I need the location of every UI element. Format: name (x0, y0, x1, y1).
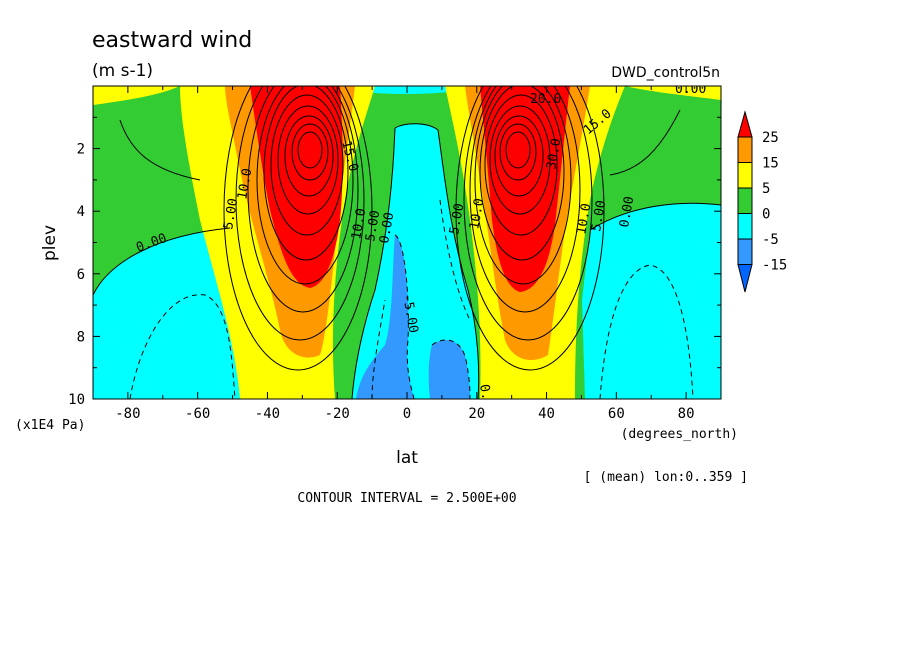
mean-note: [ (mean) lon:0..359 ] (584, 470, 748, 485)
x-tick-label: -80 (115, 406, 140, 422)
north-polar-negative (582, 203, 721, 399)
y-axis-label: plev (40, 225, 60, 261)
x-tick-label: -40 (255, 406, 280, 422)
contour-label: 5.00 (221, 197, 241, 230)
contour-label: 5.00 (363, 209, 383, 242)
contour-field: 0.00 5.00 10.0 15.0 10.0 5.00 0.00 -5.00… (93, 82, 721, 416)
contour-label: 0.00 (476, 383, 496, 416)
contour-label: 20.0 (530, 92, 561, 107)
chart-title: eastward wind (92, 28, 252, 53)
y-tick-label: 6 (77, 267, 85, 283)
contour-label: 0.00 (617, 195, 637, 228)
x-axis: -80 -60 -40 -20 0 20 40 60 80 (92, 86, 722, 422)
contour-label: 10.0 (235, 167, 255, 200)
colorbar: 25 15 5 0 -5 -15 (737, 110, 787, 293)
y-tick-label: 4 (77, 204, 85, 220)
chart-units: (m s-1) (92, 61, 153, 81)
y-tick-label: 8 (77, 329, 85, 345)
y-tick-label: 2 (77, 142, 85, 158)
colorbar-label: 0 (762, 207, 770, 223)
colorbar-band (737, 238, 753, 265)
dataset-label: DWD_control5n (611, 65, 720, 81)
x-units: (degrees_north) (621, 427, 738, 442)
contour-lines (93, 86, 721, 399)
x-tick-label: -60 (185, 406, 210, 422)
contour-label: 30.0 (544, 137, 564, 170)
colorbar-label: 25 (762, 130, 779, 146)
contour-label: 10.0 (467, 197, 487, 230)
colorbar-band (737, 213, 753, 240)
y-units: (x1E4 Pa) (15, 418, 85, 433)
contour-label: 10.0 (574, 202, 594, 235)
y-axis: 2 4 6 8 10 (68, 85, 721, 408)
contour-interval: CONTOUR INTERVAL = 2.500E+00 (297, 491, 516, 506)
x-axis-label: lat (396, 448, 418, 468)
negative-contours (129, 199, 694, 399)
equatorial-strong-negative-right (428, 340, 470, 399)
colorbar-band (737, 136, 753, 163)
x-tick-label: 0 (403, 406, 411, 422)
x-tick-label: 40 (538, 406, 555, 422)
colorbar-band (737, 162, 753, 189)
equatorial-negative (352, 123, 479, 399)
x-tick-label: 80 (678, 406, 695, 422)
colorbar-label: 15 (762, 156, 779, 172)
contour-label: -5.00 (399, 293, 421, 334)
colorbar-label: -15 (762, 258, 787, 274)
south-jet-core (250, 86, 343, 288)
x-tick-label: 20 (468, 406, 485, 422)
equatorial-strong-negative-left (356, 235, 414, 399)
contour-label: 10.0 (349, 207, 369, 240)
y-tick-label: 10 (68, 392, 85, 408)
contour-label: 0.00 (377, 211, 397, 244)
contour-label: 5.00 (589, 199, 609, 232)
contour-label: 5.00 (447, 202, 467, 235)
x-tick-label: -20 (325, 406, 350, 422)
colorbar-band (737, 110, 753, 138)
contour-label: 0.00 (675, 82, 706, 97)
colorbar-label: -5 (762, 232, 779, 248)
colorbar-band (737, 264, 753, 293)
colorbar-label: 5 (762, 181, 770, 197)
colorbar-band (737, 187, 753, 214)
x-tick-label: 60 (608, 406, 625, 422)
